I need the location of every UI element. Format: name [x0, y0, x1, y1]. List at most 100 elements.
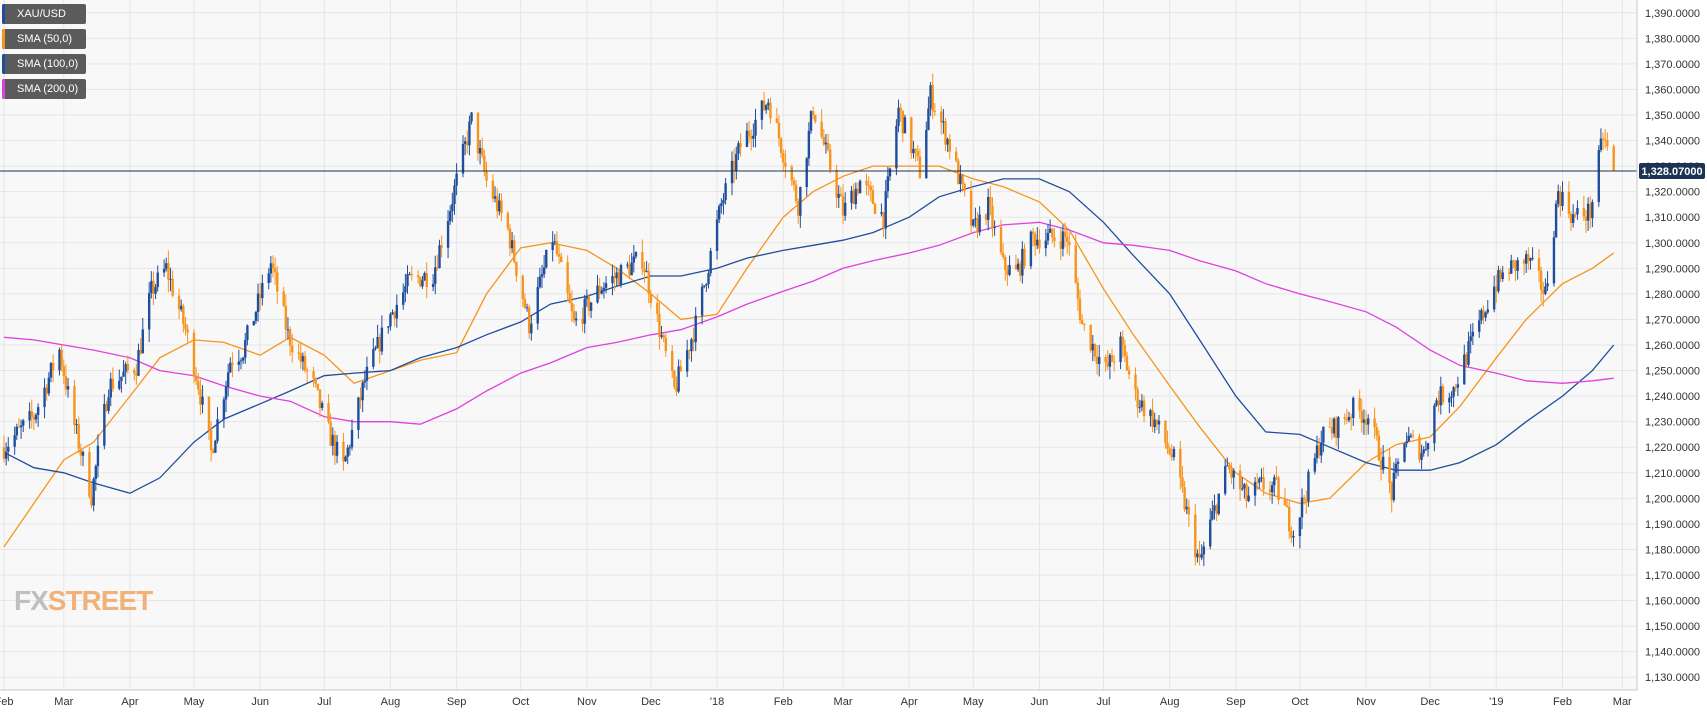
candle-body: [1486, 309, 1489, 313]
candle-body: [724, 183, 727, 201]
candle-body: [177, 295, 181, 310]
candle-body: [1422, 449, 1425, 454]
moving-averages: [3, 165, 1615, 548]
candle: [784, 150, 787, 179]
candle: [1403, 443, 1406, 463]
candle-body: [752, 135, 755, 139]
candle: [1046, 224, 1050, 245]
candle-body: [141, 329, 144, 354]
candle: [273, 257, 277, 285]
candle-body: [931, 85, 934, 111]
candle-body: [1275, 477, 1278, 479]
candle: [730, 151, 734, 196]
candle: [754, 108, 757, 148]
candle-body: [216, 419, 219, 441]
candle-body: [720, 203, 723, 207]
candle: [978, 206, 981, 236]
candle-body: [897, 107, 900, 126]
candle: [769, 97, 772, 124]
candle: [615, 267, 618, 287]
candle: [92, 477, 95, 512]
candle-body: [715, 219, 719, 251]
candle-body: [1435, 400, 1438, 406]
candle: [1315, 435, 1319, 464]
candle: [152, 271, 155, 306]
candle: [226, 363, 230, 397]
candle: [1273, 474, 1276, 496]
candle-body: [1065, 236, 1069, 242]
candle-body: [79, 448, 83, 456]
candle: [1164, 420, 1167, 449]
candle-body: [769, 102, 772, 119]
candle-body: [96, 445, 100, 467]
candle-body: [1571, 214, 1575, 224]
candle-body: [1426, 443, 1430, 450]
candle-body: [717, 206, 721, 220]
candle-body: [434, 267, 437, 284]
legend-item-sma200[interactable]: SMA (200,0): [2, 79, 87, 99]
x-tick-label: Mar: [1613, 696, 1632, 708]
candle: [1076, 277, 1080, 311]
candle-body: [1349, 416, 1353, 419]
candle-body: [760, 100, 764, 120]
candle-body: [1187, 506, 1191, 515]
candle-body: [171, 278, 174, 296]
x-tick-label: Nov: [577, 696, 597, 708]
candle-body: [914, 148, 917, 151]
candle-body: [814, 115, 817, 122]
candle-body: [841, 196, 845, 216]
legend-item-sma100[interactable]: SMA (100,0): [2, 54, 87, 74]
legend-item-sma50[interactable]: SMA (50,0): [2, 29, 87, 49]
candle: [1112, 355, 1116, 372]
candle-body: [425, 273, 428, 287]
candle: [1292, 530, 1295, 547]
candle-body: [615, 272, 618, 279]
candle: [912, 140, 915, 159]
candle-body: [1083, 323, 1086, 325]
legend-item-xauusd[interactable]: XAU/USD: [2, 4, 87, 24]
candle: [914, 148, 917, 162]
candle: [58, 347, 61, 376]
candle-body: [656, 303, 659, 314]
candle: [423, 271, 426, 281]
x-tick-label: Mar: [834, 696, 853, 708]
candle: [1510, 254, 1513, 274]
candle: [632, 244, 636, 273]
candle-body: [133, 370, 136, 374]
candle-body: [64, 376, 68, 390]
candle: [32, 412, 36, 431]
candle-body: [583, 298, 586, 324]
candle: [1217, 493, 1220, 516]
candle: [538, 267, 542, 289]
candle: [498, 193, 501, 216]
candle-body: [1576, 207, 1579, 215]
candle: [1589, 195, 1592, 229]
candle-body: [865, 180, 868, 185]
candle-body: [1253, 482, 1257, 496]
candle-body: [299, 352, 302, 362]
candle-body: [1484, 312, 1487, 318]
candle: [1516, 257, 1519, 280]
x-tick-label: '18: [710, 696, 724, 708]
candle-body: [66, 386, 70, 390]
candle: [73, 379, 76, 434]
candle-body: [1166, 442, 1169, 449]
candle-body: [1036, 239, 1039, 246]
candle: [184, 316, 187, 336]
candle-body: [1433, 405, 1436, 444]
candle-body: [1552, 237, 1556, 284]
legend-label: SMA (200,0): [17, 83, 79, 95]
candle: [961, 173, 964, 192]
candle: [47, 372, 51, 396]
candle: [1068, 232, 1071, 256]
candle: [1168, 445, 1171, 456]
candle: [673, 369, 676, 390]
candle-body: [1179, 448, 1182, 478]
candle-body: [809, 111, 813, 131]
candle: [43, 378, 46, 419]
candle: [216, 407, 219, 444]
candle: [169, 267, 172, 292]
candle-body: [649, 293, 653, 304]
candle-body: [551, 242, 554, 250]
x-tick-label: Dec: [1420, 696, 1440, 708]
